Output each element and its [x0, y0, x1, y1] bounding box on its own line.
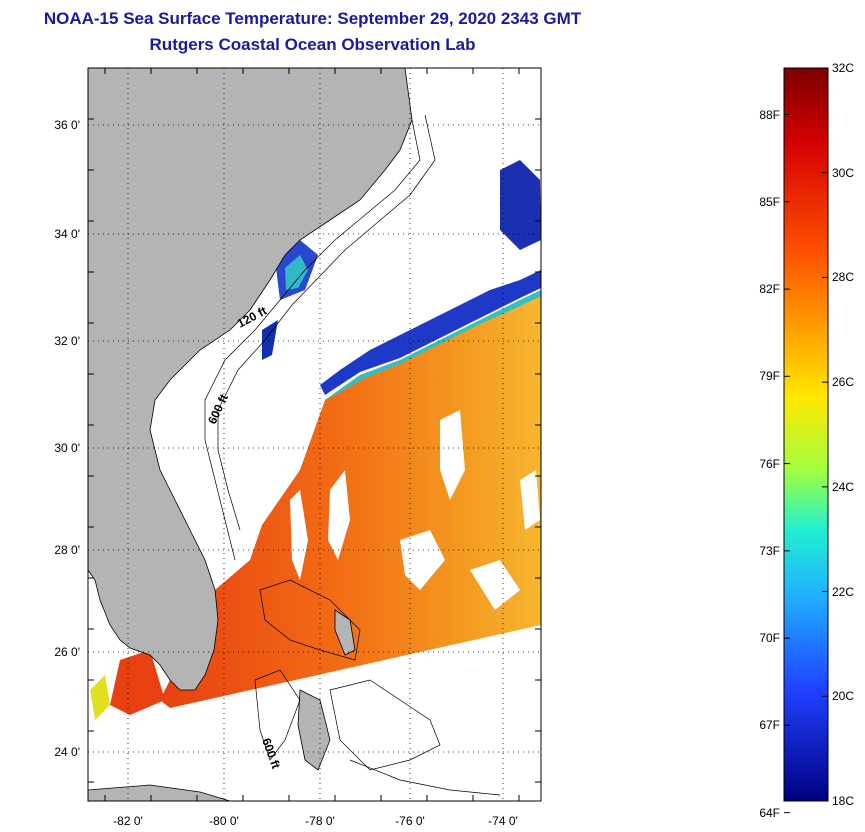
lon-label: -76 0': [395, 814, 425, 828]
lon-label: -74 0': [488, 814, 518, 828]
colorbar-celsius-label: 26C: [832, 375, 855, 390]
colorbar-fahrenheit-label: 82F: [759, 282, 780, 297]
latitude-labels: 36 0' 34 0' 32 0' 30 0' 28 0' 26 0' 24 0': [54, 118, 80, 759]
land-southeast-us: [88, 68, 413, 691]
lat-label: 28 0': [54, 543, 80, 557]
colorbar-fahrenheit-label: 85F: [759, 194, 780, 209]
map-title: NOAA-15 Sea Surface Temperature: Septemb…: [43, 9, 582, 28]
lat-label: 34 0': [54, 227, 80, 241]
lat-label: 32 0': [54, 334, 80, 348]
colorbar-fahrenheit-label: 76F: [759, 456, 780, 471]
colorbar-fahrenheit-label: 70F: [759, 631, 780, 646]
lon-label: -80 0': [209, 814, 239, 828]
cloud-patches: [290, 410, 540, 610]
lon-label: -82 0': [113, 814, 143, 828]
longitude-labels: -82 0' -80 0' -78 0' -76 0' -74 0': [113, 814, 518, 828]
map-subtitle: Rutgers Coastal Ocean Observation Lab: [149, 35, 476, 54]
colorbar-fahrenheit-label: 64F: [759, 805, 780, 820]
lat-label: 30 0': [54, 441, 80, 455]
colorbar-celsius-label: 30C: [832, 165, 855, 180]
colorbar: [783, 67, 829, 802]
land-cuba: [88, 784, 231, 801]
lon-label: -78 0': [305, 814, 335, 828]
colorbar-fahrenheit-label: 88F: [759, 107, 780, 122]
lat-label: 36 0': [54, 118, 80, 132]
sst-warm-region: [160, 290, 541, 708]
colorbar-celsius-label: 20C: [832, 689, 855, 704]
colorbar-fahrenheit-label: 79F: [759, 369, 780, 384]
lat-label: 24 0': [54, 745, 80, 759]
colorbar-fahrenheit-label: 73F: [759, 543, 780, 558]
graticule: [88, 67, 541, 801]
colorbar-celsius-label: 22C: [832, 584, 855, 599]
map-frame: [87, 67, 542, 802]
land-great-abaco: [334, 609, 356, 656]
lat-label: 26 0': [54, 645, 80, 659]
land-bahamas: [297, 689, 331, 771]
bathymetry-contours: [204, 114, 501, 796]
colorbar-celsius-label: 28C: [832, 270, 855, 285]
colorbar-fahrenheit-label: 67F: [759, 718, 780, 733]
colorbar-celsius-label: 24C: [832, 479, 855, 494]
map-plot-area: [88, 68, 541, 801]
colorbar-celsius-label: 18C: [832, 794, 855, 808]
colorbar-ticks: [784, 67, 828, 814]
colorbar-celsius-label: 32C: [832, 61, 855, 75]
